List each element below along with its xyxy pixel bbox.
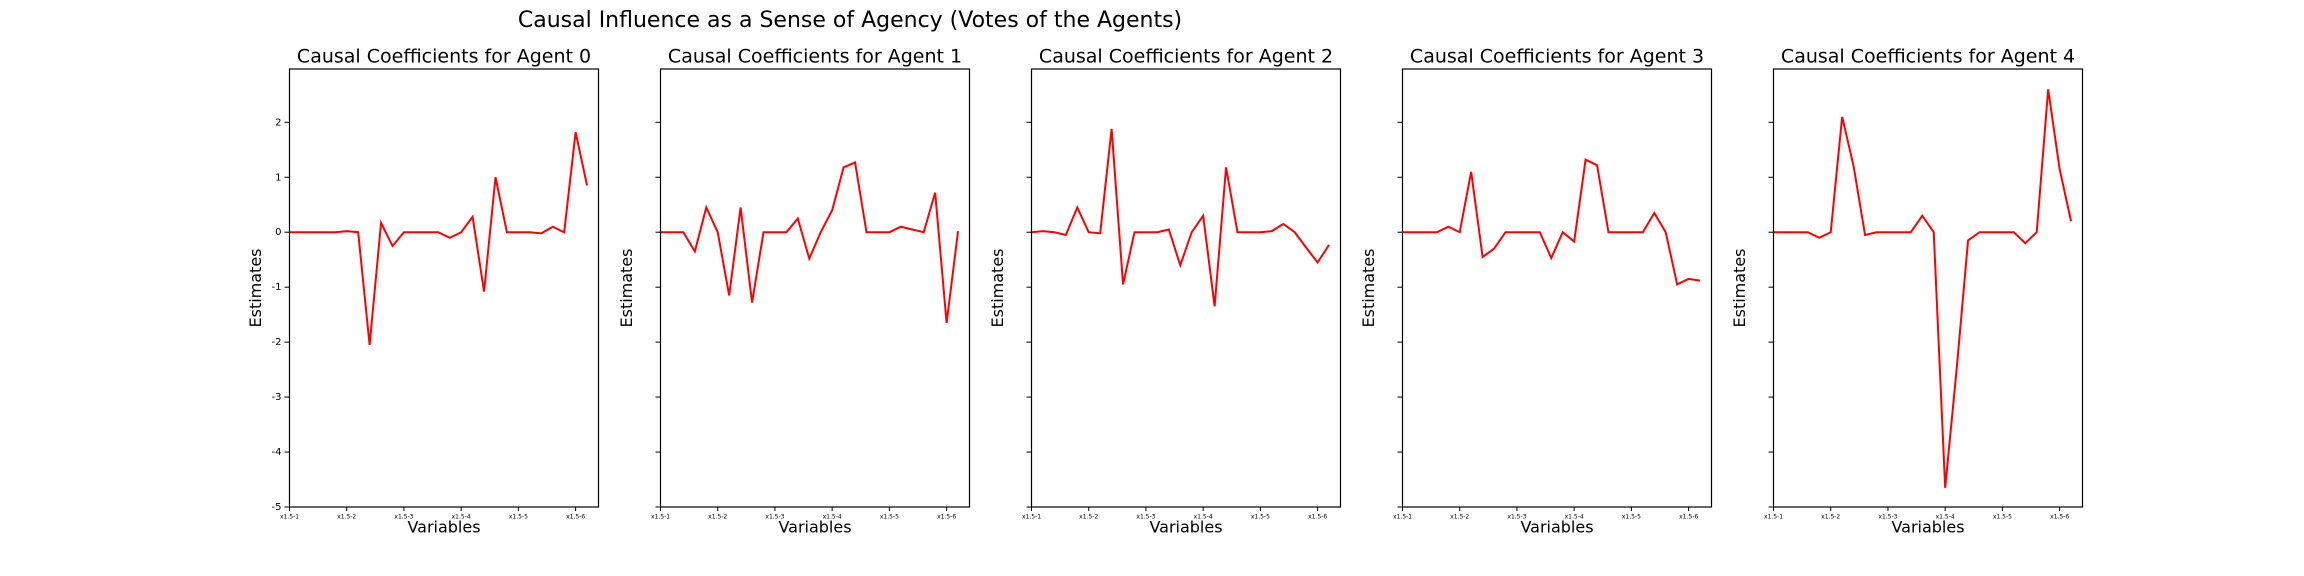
data-line <box>660 161 960 324</box>
y-axis-label: Estimates <box>1359 248 1378 327</box>
subplot-title: Causal Coefficients for Agent 1 <box>668 46 962 68</box>
x-tick-label: x1.5-3 <box>1507 514 1526 521</box>
x-tick-label: x1.5-5 <box>1251 514 1270 521</box>
axes-frame <box>1401 68 1713 508</box>
x-tick-label: x1.5-1 <box>1764 514 1783 521</box>
x-tick-label: x1.5-3 <box>394 514 413 521</box>
data-line <box>1773 89 2073 488</box>
x-tick-label: x1.5-6 <box>566 514 585 521</box>
y-tick-label: 2 <box>275 117 281 128</box>
y-axis-label: Estimates <box>617 248 636 327</box>
x-tick-label: x1.5-1 <box>280 514 299 521</box>
x-tick-label: x1.5-5 <box>509 514 528 521</box>
x-axis-label: Variables <box>778 518 851 537</box>
x-tick-label: x1.5-2 <box>337 514 356 521</box>
x-axis-label: Variables <box>1891 518 1964 537</box>
y-axis-label: Estimates <box>988 248 1007 327</box>
x-tick-label: x1.5-1 <box>1022 514 1041 521</box>
x-tick-label: x1.5-4 <box>1194 514 1213 521</box>
y-tick-label: -3 <box>272 392 282 403</box>
axes-frame <box>1772 68 2084 508</box>
x-tick-label: x1.5-2 <box>1450 514 1469 521</box>
axes-frame <box>1030 68 1342 508</box>
x-tick-label: x1.5-2 <box>1079 514 1098 521</box>
y-tick-label: -4 <box>272 447 282 458</box>
data-line <box>289 131 589 345</box>
x-tick-label: x1.5-5 <box>880 514 899 521</box>
subplot-title: Causal Coefficients for Agent 4 <box>1781 46 2075 68</box>
x-tick-label: x1.5-1 <box>1393 514 1412 521</box>
x-tick-label: x1.5-6 <box>1679 514 1698 521</box>
x-tick-label: x1.5-5 <box>1622 514 1641 521</box>
subplot-title: Causal Coefficients for Agent 2 <box>1039 46 1333 68</box>
x-tick-label: x1.5-2 <box>708 514 727 521</box>
y-tick-label: 1 <box>275 172 281 183</box>
x-tick-label: x1.5-4 <box>1565 514 1584 521</box>
y-tick-label: -2 <box>272 337 282 348</box>
x-axis-label: Variables <box>1520 518 1593 537</box>
x-tick-label: x1.5-4 <box>823 514 842 521</box>
x-tick-label: x1.5-3 <box>1878 514 1897 521</box>
x-tick-label: x1.5-6 <box>1308 514 1327 521</box>
y-tick-label: 0 <box>275 227 281 238</box>
subplot-title: Causal Coefficients for Agent 0 <box>297 46 591 68</box>
figure-title: Causal Influence as a Sense of Agency (V… <box>518 8 1182 33</box>
data-line <box>1031 128 1330 307</box>
x-tick-label: x1.5-4 <box>452 514 471 521</box>
y-axis-label: Estimates <box>246 248 265 327</box>
y-axis-label: Estimates <box>1730 248 1749 327</box>
data-line <box>1402 158 1701 286</box>
x-tick-label: x1.5-6 <box>2050 514 2069 521</box>
subplot-title: Causal Coefficients for Agent 3 <box>1410 46 1704 68</box>
x-axis-label: Variables <box>407 518 480 537</box>
x-axis-label: Variables <box>1149 518 1222 537</box>
x-tick-label: x1.5-2 <box>1821 514 1840 521</box>
y-tick-label: -5 <box>272 502 282 513</box>
x-tick-label: x1.5-3 <box>1136 514 1155 521</box>
x-tick-label: x1.5-6 <box>937 514 956 521</box>
x-tick-label: x1.5-3 <box>765 514 784 521</box>
y-tick-label: -1 <box>272 282 282 293</box>
x-tick-label: x1.5-4 <box>1936 514 1955 521</box>
axes-frame <box>288 68 600 508</box>
axes-frame <box>659 68 971 508</box>
x-tick-label: x1.5-5 <box>1993 514 2012 521</box>
x-tick-label: x1.5-1 <box>651 514 670 521</box>
